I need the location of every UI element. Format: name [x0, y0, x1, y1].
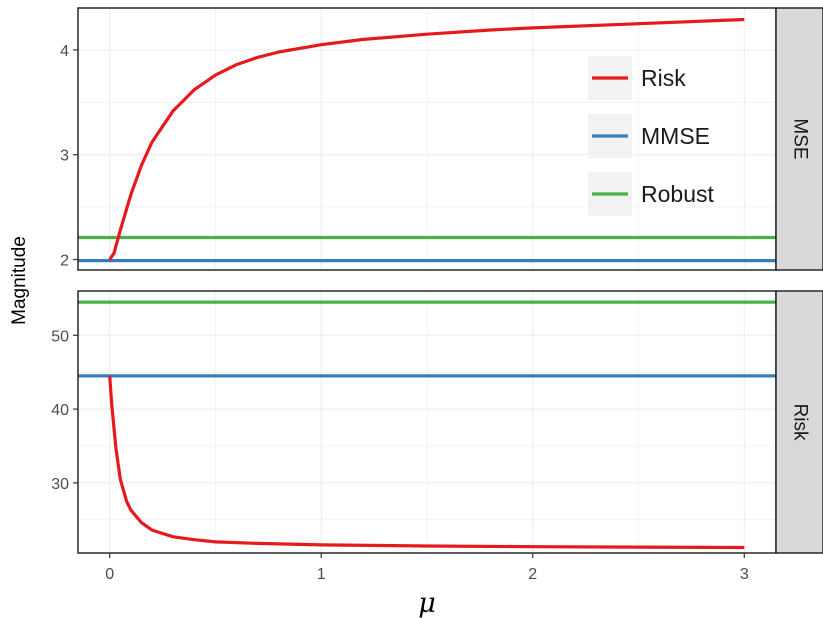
- y-tick-label: 50: [51, 328, 69, 345]
- legend-entry-robust: Robust: [588, 172, 714, 216]
- strip-label: Risk: [789, 404, 810, 441]
- legend-label: MMSE: [641, 123, 710, 149]
- x-tick-label: 1: [317, 566, 326, 583]
- legend-label: Risk: [641, 65, 686, 91]
- strip-background: [775, 290, 823, 554]
- y-tick-label: 30: [51, 476, 69, 493]
- y-tick-label: 40: [51, 402, 69, 419]
- legend: Risk MMSE Robust: [588, 56, 714, 216]
- strip-background: [775, 7, 823, 271]
- x-tick-label: 2: [528, 566, 537, 583]
- series-line-risk: [108, 375, 745, 550]
- legend-entry-risk: Risk: [588, 56, 686, 100]
- x-tick-label: 3: [740, 566, 749, 583]
- y-tick-label: 3: [60, 148, 69, 165]
- panel-mse: 2 3 4 MSE: [60, 7, 823, 271]
- y-axis-title: Magnitude: [9, 236, 30, 325]
- series-line-risk: [108, 17, 745, 261]
- y-tick-label: 4: [60, 43, 69, 60]
- x-tick-label: 0: [105, 566, 114, 583]
- panels: 2 3 4 MSE 30 40 50 Risk: [51, 7, 823, 554]
- shared-axes: 0 1 2 3 μ Magnitude: [9, 236, 749, 618]
- legend-label: Robust: [641, 181, 714, 207]
- y-tick-label: 2: [60, 253, 69, 270]
- legend-entry-mmse: MMSE: [588, 114, 710, 158]
- x-axis-title: μ: [418, 588, 436, 618]
- strip-label: MSE: [789, 118, 810, 159]
- panel-risk: 30 40 50 Risk: [51, 290, 823, 554]
